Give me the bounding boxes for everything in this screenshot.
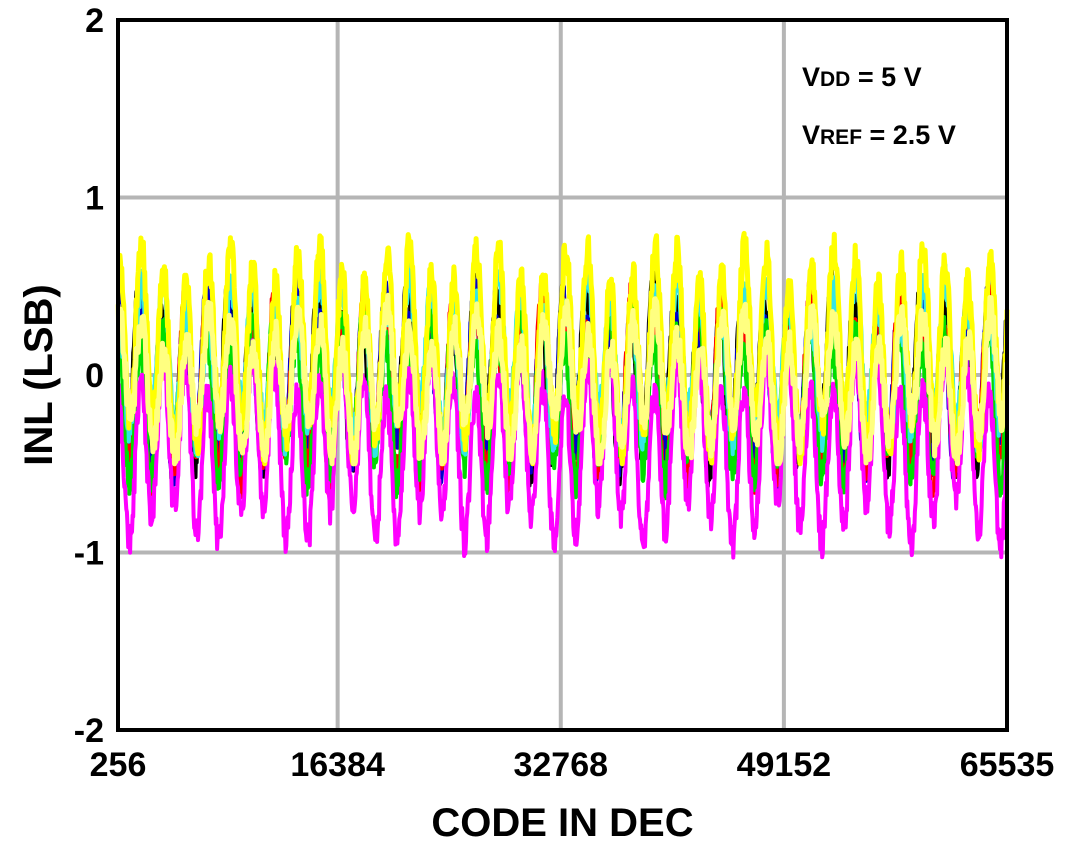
annotations: VDD = 5 V VREF = 2.5 V xyxy=(802,62,956,150)
x-tick-label: 65535 xyxy=(960,746,1055,784)
annotation-vref: VREF = 2.5 V xyxy=(802,120,956,150)
x-tick-label: 49152 xyxy=(737,746,832,784)
y-tick-label: -2 xyxy=(74,712,104,750)
x-tick-labels: 256 16384 32768 49152 65535 xyxy=(90,746,1055,784)
x-axis-label: CODE IN DEC xyxy=(431,801,693,845)
plot-frame xyxy=(116,18,1009,732)
y-tick-label: -1 xyxy=(74,535,104,573)
x-tick-label: 32768 xyxy=(513,746,608,784)
plot-area xyxy=(115,230,1010,560)
y-tick-label: 0 xyxy=(85,357,104,395)
x-tick-label: 256 xyxy=(90,746,147,784)
y-tick-label: 1 xyxy=(85,180,104,218)
series-line-7 xyxy=(115,292,1010,467)
y-tick-labels: 2 1 0 -1 -2 xyxy=(74,2,104,750)
annotation-vdd: VDD = 5 V xyxy=(802,62,922,92)
x-tick-label: 16384 xyxy=(290,746,385,784)
y-tick-label: 2 xyxy=(85,2,104,40)
y-axis-label: INL (LSB) xyxy=(17,284,61,465)
